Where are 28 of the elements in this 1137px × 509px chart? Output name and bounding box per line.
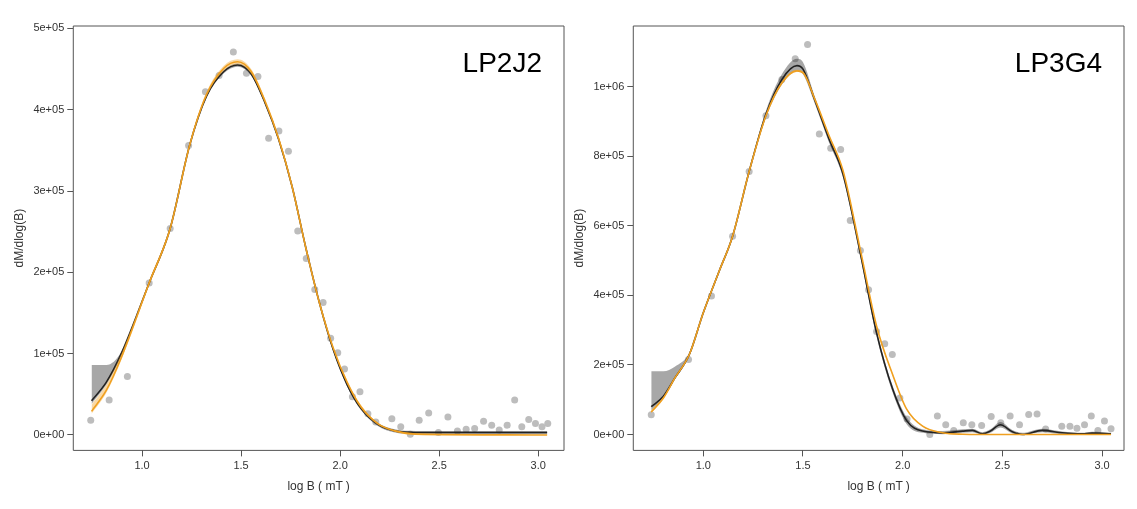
x-axis-title: log B ( mT ) [287, 479, 350, 494]
y-tick-label: 8e+05 [593, 149, 625, 162]
x-tick-label: 1.5 [795, 459, 811, 472]
y-tick-label: 4e+05 [593, 288, 625, 301]
y-axis-title: dM/dlog(B) [571, 208, 586, 268]
text: LP2J2 [462, 46, 542, 78]
y-tick-label: 2e+05 [33, 265, 65, 278]
y-tick-label: 6e+05 [593, 218, 625, 231]
y-tick-label: 5e+05 [33, 21, 65, 34]
y-tick-label: 3e+05 [33, 184, 65, 197]
x-tick-label: 3.0 [530, 459, 546, 472]
x-tick-label: 1.0 [695, 459, 711, 472]
y-tick-label: 2e+05 [593, 357, 625, 370]
x-tick-label: 2.0 [895, 459, 911, 472]
y-tick-label: 4e+05 [33, 102, 65, 115]
x-tick-label: 1.5 [233, 459, 249, 472]
text: LP3G4 [1014, 46, 1102, 78]
y-tick-label: 1e+06 [593, 79, 625, 92]
y-tick-label: 1e+05 [33, 346, 65, 359]
y-axis-title: dM/dlog(B) [11, 208, 26, 268]
y-tick-label: 0e+00 [33, 427, 65, 440]
y-tick-label: 0e+00 [593, 427, 625, 440]
x-tick-label: 3.0 [1094, 459, 1110, 472]
x-tick-label: 1.0 [134, 459, 150, 472]
x-axis-title: log B ( mT ) [847, 479, 910, 494]
x-tick-label: 2.5 [431, 459, 447, 472]
x-tick-label: 2.0 [332, 459, 348, 472]
x-tick-label: 2.5 [994, 459, 1011, 472]
